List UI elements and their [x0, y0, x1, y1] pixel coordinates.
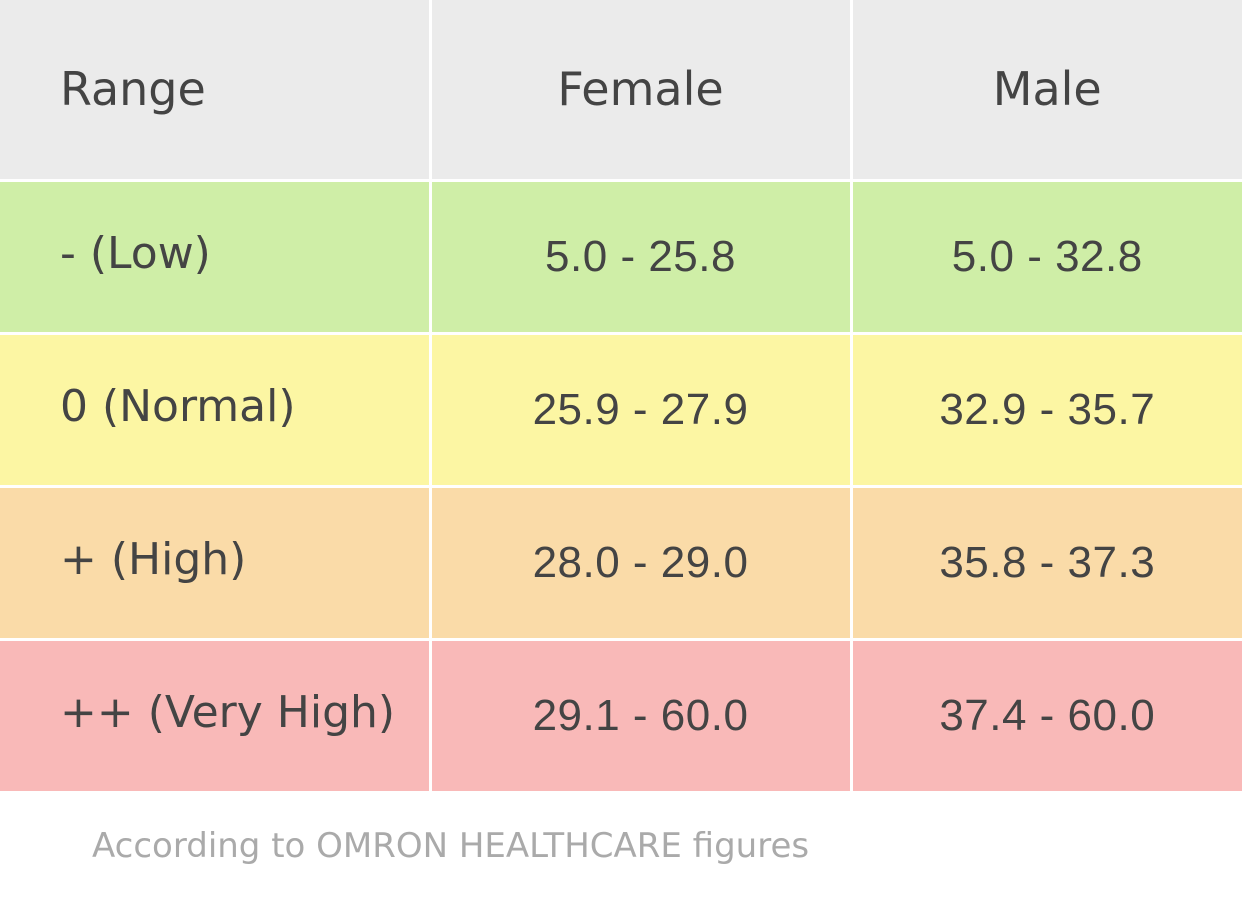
header-female: Female [428, 0, 853, 182]
range-label: ++ (Very High) [0, 637, 432, 794]
body-fat-range-table-container: Range Female Male - (Low) 5.0 - 25.8 5.0… [0, 0, 1242, 794]
table-header-row: Range Female Male [0, 0, 1242, 182]
header-male: Male [849, 0, 1242, 182]
table-row-low: - (Low) 5.0 - 25.8 5.0 - 32.8 [0, 178, 1242, 335]
male-range-value: 5.0 - 32.8 [849, 178, 1242, 335]
male-range-value: 37.4 - 60.0 [849, 637, 1242, 794]
range-label: 0 (Normal) [0, 331, 432, 488]
table-row-high: + (High) 28.0 - 29.0 35.8 - 37.3 [0, 484, 1242, 641]
range-label: + (High) [0, 484, 432, 641]
female-range-value: 28.0 - 29.0 [428, 484, 853, 641]
table-row-very-high: ++ (Very High) 29.1 - 60.0 37.4 - 60.0 [0, 637, 1242, 794]
male-range-value: 32.9 - 35.7 [849, 331, 1242, 488]
header-range: Range [0, 0, 432, 182]
body-fat-range-table: Range Female Male - (Low) 5.0 - 25.8 5.0… [0, 0, 1242, 794]
range-label: - (Low) [0, 178, 432, 335]
male-range-value: 35.8 - 37.3 [849, 484, 1242, 641]
female-range-value: 29.1 - 60.0 [428, 637, 853, 794]
female-range-value: 5.0 - 25.8 [428, 178, 853, 335]
female-range-value: 25.9 - 27.9 [428, 331, 853, 488]
source-footnote: According to OMRON HEALTHCARE figures [92, 826, 810, 866]
table-row-normal: 0 (Normal) 25.9 - 27.9 32.9 - 35.7 [0, 331, 1242, 488]
